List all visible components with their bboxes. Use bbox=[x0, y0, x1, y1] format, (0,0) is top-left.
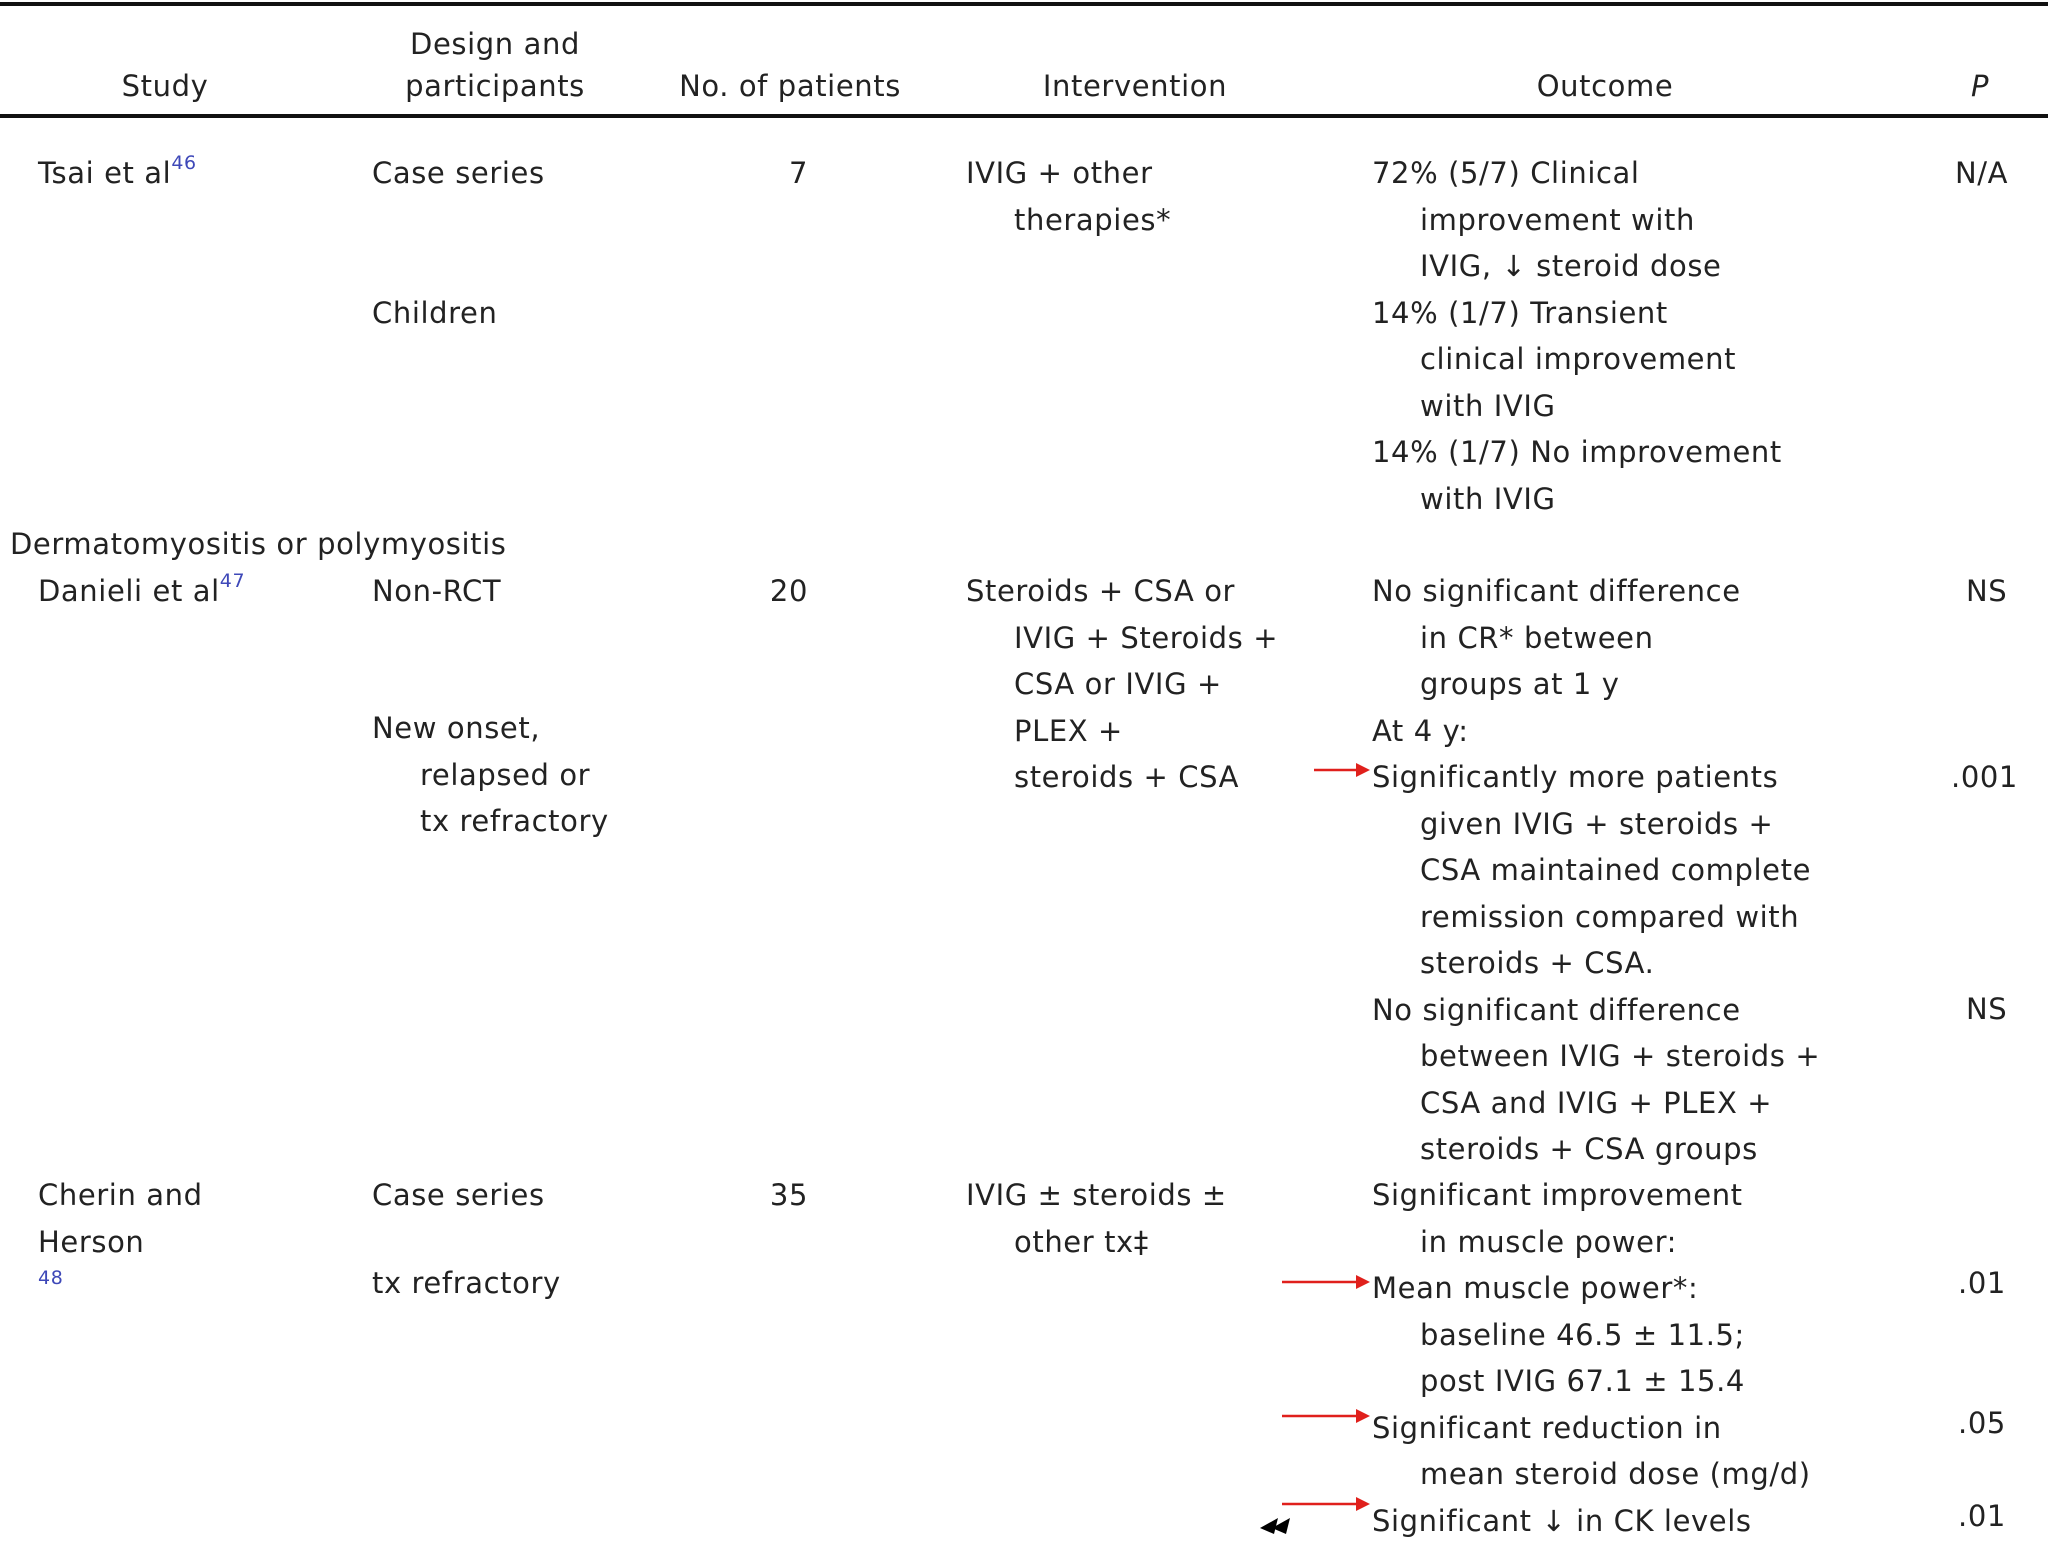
outcome-line: in CR* between bbox=[1372, 615, 1820, 662]
intervention-line: CSA or IVIG + bbox=[966, 661, 1278, 708]
reference-link-48[interactable]: 48 bbox=[38, 1267, 63, 1289]
intervention-line: therapies* bbox=[966, 197, 1171, 244]
study-name-line: Cherin and bbox=[38, 1172, 203, 1219]
reference-link-47[interactable]: 47 bbox=[220, 570, 245, 592]
outcome-line: in muscle power: bbox=[1372, 1219, 1811, 1266]
red-arrow-icon bbox=[1312, 760, 1372, 780]
outcome-line: clinical improvement bbox=[1372, 336, 1782, 383]
red-arrow-icon bbox=[1280, 1494, 1372, 1514]
outcome-line: IVIG, ↓ steroid dose bbox=[1372, 243, 1782, 290]
outcome-line: with IVIG bbox=[1372, 476, 1782, 523]
outcome-line: Mean muscle power*: bbox=[1372, 1265, 1811, 1312]
study-name: Tsai et al bbox=[38, 156, 171, 190]
p-value: .05 bbox=[1958, 1400, 2006, 1447]
section-heading: Dermatomyositis or polymyositis bbox=[10, 521, 507, 568]
outcome-line: 14% (1/7) Transient bbox=[1372, 290, 1782, 337]
outcome-line: CSA maintained complete bbox=[1372, 847, 1820, 894]
design-children: Children bbox=[372, 290, 497, 337]
outcome-line: At 4 y: bbox=[1372, 708, 1820, 755]
outcome-line: Significant reduction in bbox=[1372, 1405, 1811, 1452]
outcome-line: groups at 1 y bbox=[1372, 661, 1820, 708]
intervention-line: steroids + CSA bbox=[966, 754, 1278, 801]
outcome-line: No significant difference bbox=[1372, 987, 1820, 1034]
header-design-line2: participants bbox=[360, 63, 630, 110]
design-case-series: Case series bbox=[372, 150, 545, 197]
patients-count: 7 bbox=[740, 150, 808, 197]
p-value: .001 bbox=[1951, 754, 2018, 801]
outcome-line: Significant improvement bbox=[1372, 1172, 1811, 1219]
outcome-line: CSA and IVIG + PLEX + bbox=[1372, 1080, 1820, 1127]
design-tx-refractory: tx refractory bbox=[372, 1260, 561, 1307]
study-name: Danieli et al bbox=[38, 574, 220, 608]
outcome-line: between IVIG + steroids + bbox=[1372, 1033, 1820, 1080]
intervention-cell: IVIG ± steroids ± other tx‡ bbox=[966, 1172, 1227, 1265]
intervention-line: IVIG + other bbox=[966, 150, 1171, 197]
outcome-cell: No significant difference in CR* between… bbox=[1372, 568, 1820, 1173]
intervention-line: other tx‡ bbox=[966, 1219, 1227, 1266]
intervention-cell: Steroids + CSA or IVIG + Steroids + CSA … bbox=[966, 568, 1278, 801]
p-value: NS bbox=[1966, 986, 2007, 1033]
design-line: New onset, bbox=[372, 705, 609, 752]
study-tsai: Tsai et al46 bbox=[38, 150, 197, 197]
table-header-rule bbox=[0, 114, 2048, 118]
outcome-line: given IVIG + steroids + bbox=[1372, 801, 1820, 848]
p-value: .01 bbox=[1958, 1260, 2006, 1307]
mouse-cursor-icon bbox=[1258, 1516, 1298, 1536]
study-danieli: Danieli et al47 bbox=[38, 568, 245, 615]
design-case-series: Case series bbox=[372, 1172, 545, 1219]
outcome-line: 72% (5/7) Clinical bbox=[1372, 150, 1782, 197]
header-study: Study bbox=[60, 63, 270, 110]
red-arrow-icon bbox=[1280, 1406, 1372, 1426]
patients-count: 35 bbox=[740, 1172, 808, 1219]
outcome-line: with IVIG bbox=[1372, 383, 1782, 430]
intervention-line: IVIG ± steroids ± bbox=[966, 1172, 1227, 1219]
header-outcome: Outcome bbox=[1460, 63, 1750, 110]
p-value: N/A bbox=[1955, 150, 2008, 197]
header-intervention: Intervention bbox=[995, 63, 1275, 110]
design-line: tx refractory bbox=[372, 798, 609, 845]
table-top-rule bbox=[0, 2, 2048, 6]
intervention-line: Steroids + CSA or bbox=[966, 568, 1278, 615]
intervention-cell: IVIG + other therapies* bbox=[966, 150, 1171, 243]
design-non-rct: Non-RCT bbox=[372, 568, 501, 615]
outcome-line: improvement with bbox=[1372, 197, 1782, 244]
outcome-line: remission compared with bbox=[1372, 894, 1820, 941]
intervention-line: PLEX + bbox=[966, 708, 1278, 755]
study-name: Herson bbox=[38, 1219, 203, 1266]
outcome-line: steroids + CSA. bbox=[1372, 940, 1820, 987]
outcome-line: Significantly more patients bbox=[1372, 754, 1820, 801]
outcome-line: mean steroid dose (mg/d) bbox=[1372, 1451, 1811, 1498]
red-arrow-icon bbox=[1280, 1272, 1372, 1292]
reference-link-46[interactable]: 46 bbox=[171, 152, 196, 174]
outcome-line: Significant ↓ in CK levels bbox=[1372, 1498, 1811, 1544]
intervention-line: IVIG + Steroids + bbox=[966, 615, 1278, 662]
header-no-of-patients: No. of patients bbox=[660, 63, 920, 110]
header-design-line1: Design and bbox=[360, 21, 630, 68]
outcome-cell: 72% (5/7) Clinical improvement with IVIG… bbox=[1372, 150, 1782, 522]
p-value: NS bbox=[1966, 568, 2007, 615]
header-p-value: P bbox=[1950, 63, 2010, 110]
outcome-line: 14% (1/7) No improvement bbox=[1372, 429, 1782, 476]
design-participants: New onset, relapsed or tx refractory bbox=[372, 705, 609, 845]
outcome-line: No significant difference bbox=[1372, 568, 1820, 615]
outcome-line: steroids + CSA groups bbox=[1372, 1126, 1820, 1173]
p-value: .01 bbox=[1958, 1493, 2006, 1540]
outcome-line: post IVIG 67.1 ± 15.4 bbox=[1372, 1358, 1811, 1405]
design-line: relapsed or bbox=[372, 752, 609, 799]
outcome-line: baseline 46.5 ± 11.5; bbox=[1372, 1312, 1811, 1359]
patients-count: 20 bbox=[740, 568, 808, 615]
outcome-cell: Significant improvement in muscle power:… bbox=[1372, 1172, 1811, 1544]
